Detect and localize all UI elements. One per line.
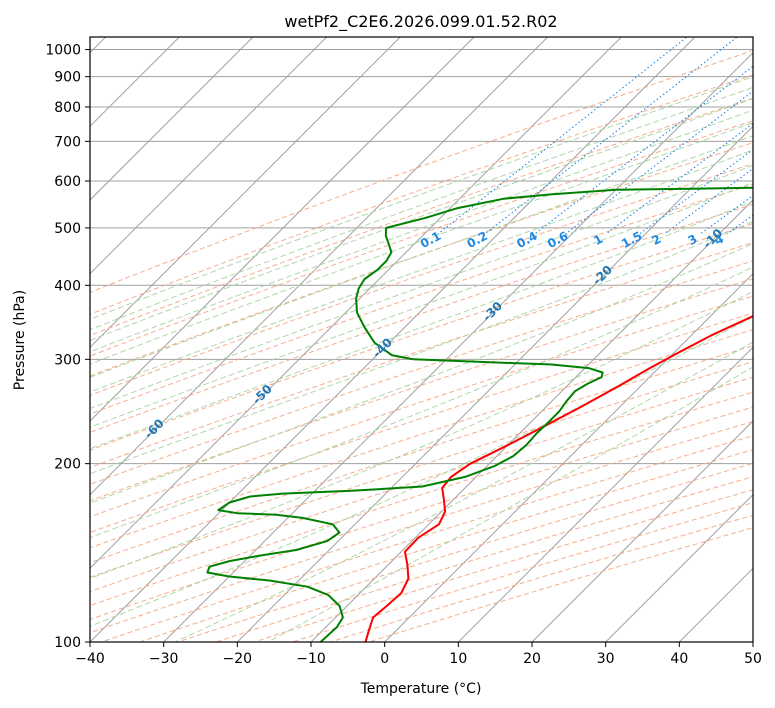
y-tick-label: 500 xyxy=(54,221,81,237)
mixing-ratio-line xyxy=(484,37,739,235)
isotherm-line xyxy=(604,493,753,642)
y-tick-label: 900 xyxy=(54,70,81,86)
y-axis-label: Pressure (hPa) xyxy=(12,290,28,390)
chart-series xyxy=(206,186,753,642)
isotherm-line xyxy=(162,51,753,642)
moist-adiabat-line xyxy=(90,291,753,579)
y-tick-label: 100 xyxy=(54,635,81,651)
isotherm-line xyxy=(383,272,753,642)
dry-adiabat-line xyxy=(90,376,753,593)
chart-axes: −40 −30 −20 −10 0 10 20 30 40 50 1000 900 800 700 600 5… xyxy=(45,43,762,667)
y-tick-label: 400 xyxy=(54,278,81,294)
mixing-ratio-line xyxy=(564,90,753,235)
x-tick-label: 50 xyxy=(744,651,762,667)
temperature-profile-line xyxy=(364,314,753,642)
dry-adiabat-line xyxy=(90,50,753,293)
moist-adiabat-line xyxy=(90,164,753,410)
moist-adiabat-line xyxy=(90,266,753,539)
chart-grid xyxy=(90,37,753,642)
x-axis-label: Temperature (°C) xyxy=(360,681,482,697)
x-tick-label: 30 xyxy=(597,651,615,667)
dry-adiabat-line xyxy=(90,361,753,578)
dry-adiabat-line xyxy=(90,203,753,433)
dry-adiabat-line xyxy=(90,241,753,469)
y-tick-label: 800 xyxy=(54,100,81,116)
dry-adiabat-line xyxy=(90,278,753,502)
dry-adiabat-line xyxy=(90,97,753,337)
x-tick-label: 0 xyxy=(380,651,389,667)
moist-adiabat-line xyxy=(90,135,753,378)
moist-adiabat-line xyxy=(90,149,753,393)
y-tick-label: 1000 xyxy=(45,43,81,59)
dry-adiabat-line xyxy=(90,260,753,485)
dry-adiabat-line xyxy=(90,120,753,357)
x-tick-label: −10 xyxy=(296,651,326,667)
dewpoint-profile-line xyxy=(206,186,753,642)
x-tick-label: 10 xyxy=(449,651,467,667)
isotherm-line xyxy=(310,199,753,642)
y-tick-label: 200 xyxy=(54,457,81,473)
y-tick-label: 600 xyxy=(54,174,81,190)
dry-adiabat-line xyxy=(90,74,753,315)
isotherm-line xyxy=(457,346,753,642)
x-tick-label: −30 xyxy=(149,651,179,667)
mixing-ratio-line xyxy=(437,37,688,235)
mixing-ratio-line xyxy=(639,148,753,235)
moist-adiabat-line xyxy=(90,98,753,341)
y-tick-label: 300 xyxy=(54,352,81,368)
moist-adiabat-line xyxy=(90,242,753,504)
chart-title: wetPf2_C2E6.2026.099.01.52.R02 xyxy=(284,12,557,32)
isotherm-line xyxy=(236,125,753,642)
moist-adiabat-line xyxy=(90,220,753,475)
isotherm-line xyxy=(90,37,254,201)
x-tick-label: 40 xyxy=(670,651,688,667)
moist-adiabat-line xyxy=(90,200,753,450)
plot-frame xyxy=(89,36,754,643)
dry-adiabat-line xyxy=(90,223,753,451)
x-tick-label: 20 xyxy=(523,651,541,667)
x-tick-label: −20 xyxy=(223,651,253,667)
dry-adiabat-line xyxy=(90,183,753,415)
x-tick-label: −40 xyxy=(75,651,105,667)
isotherm-line xyxy=(90,37,623,570)
isotherm-line xyxy=(90,37,328,275)
dry-adiabat-line xyxy=(90,391,753,607)
y-tick-label: 700 xyxy=(54,134,81,150)
isotherm-line xyxy=(90,37,475,422)
dry-adiabat-line xyxy=(90,163,753,396)
isotherm-line xyxy=(90,37,549,496)
isotherm-line xyxy=(90,37,696,642)
mixing-ratio-label: 6 xyxy=(751,232,765,248)
isotherm-line xyxy=(531,420,753,642)
